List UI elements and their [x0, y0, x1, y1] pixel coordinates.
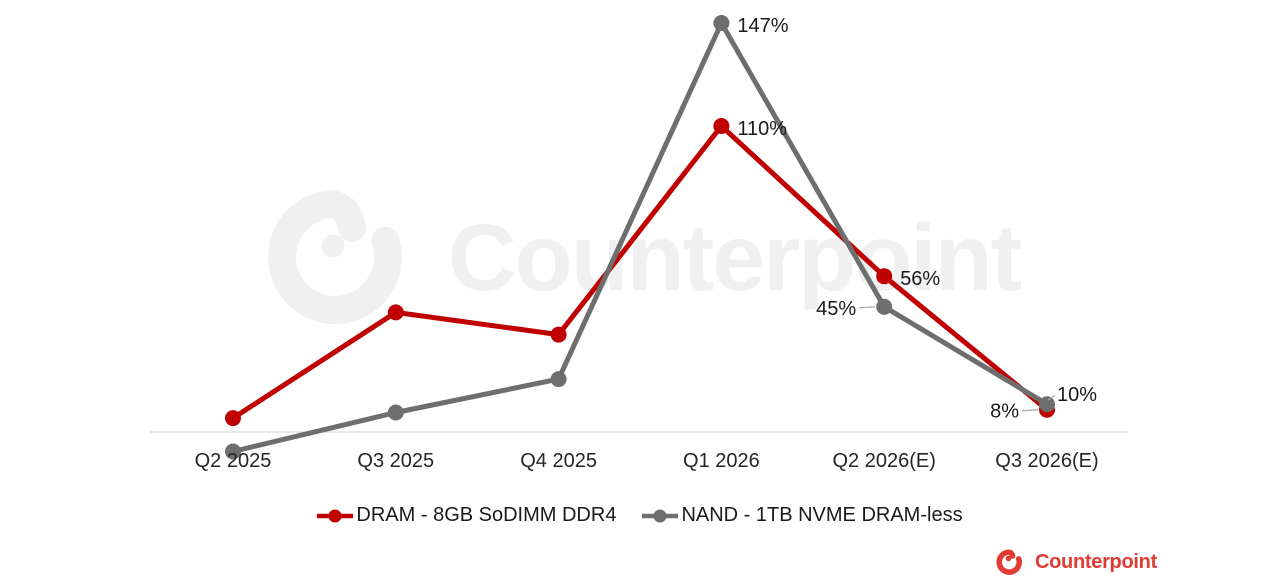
x-axis-label: Q4 2025	[520, 450, 597, 472]
legend-label-nand: NAND - 1TB NVME DRAM-less	[681, 504, 963, 526]
data-point-dram	[225, 410, 241, 427]
legend-marker-dram-icon	[317, 509, 354, 522]
data-label-nand: 147%	[737, 15, 788, 37]
data-point-nand	[1039, 396, 1055, 413]
data-point-nand	[876, 298, 893, 315]
legend-marker-nand-icon	[642, 509, 679, 522]
data-point-nand	[713, 15, 730, 31]
x-axis-label: Q2 2025	[195, 450, 272, 472]
data-point-nand	[225, 443, 241, 460]
data-point-dram	[387, 304, 404, 321]
x-axis-label: Q1 2026	[683, 450, 760, 472]
data-label-nand: 45%	[816, 298, 856, 320]
x-axis-label: Q3 2026(E)	[995, 450, 1098, 472]
data-label-nand: 10%	[1057, 384, 1097, 406]
label-leader-line	[1047, 394, 1056, 401]
series-line-nand	[232, 20, 1049, 454]
series-line-dram	[231, 123, 1049, 421]
data-label-dram: 56%	[900, 268, 940, 290]
legend-label-dram: DRAM - 8GB SoDIMM DDR4	[356, 504, 617, 526]
data-point-nand	[550, 371, 567, 388]
legend-item-nand: NAND - 1TB NVME DRAM-less	[642, 504, 963, 527]
x-axis-label: Q3 2025	[357, 450, 434, 472]
watermark-logo-dot-icon	[321, 234, 345, 258]
data-label-dram: 8%	[990, 401, 1019, 423]
data-point-nand	[387, 404, 404, 421]
x-axis-label: Q2 2026(E)	[833, 450, 936, 472]
chart-legend: DRAM - 8GB SoDIMM DDR4 NAND - 1TB NVME DR…	[0, 504, 1280, 527]
counterpoint-logo-text: Counterpoint	[1035, 550, 1157, 573]
data-point-dram	[876, 268, 893, 285]
legend-item-dram: DRAM - 8GB SoDIMM DDR4	[317, 504, 616, 527]
data-point-dram	[550, 326, 567, 343]
data-label-dram: 110%	[737, 118, 787, 140]
label-leader-line	[1021, 409, 1039, 412]
watermark: Counterpoint	[268, 190, 1024, 324]
label-leader-line	[859, 306, 876, 309]
counterpoint-logo-icon	[996, 549, 1022, 575]
counterpoint-logo: Counterpoint	[993, 545, 1157, 579]
data-point-dram	[713, 118, 730, 134]
watermark-logo-icon	[268, 190, 402, 324]
watermark-text: Counterpoint	[448, 205, 1022, 311]
